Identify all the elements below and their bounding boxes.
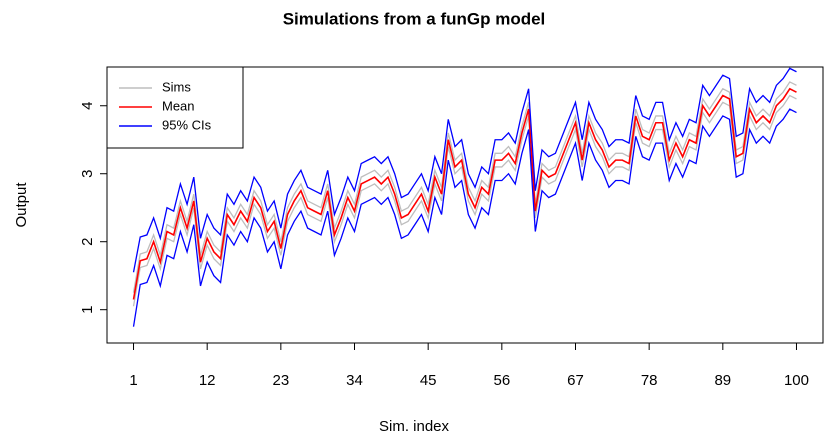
y-axis-label: Output bbox=[13, 182, 30, 228]
line-0 bbox=[132, 94, 797, 307]
x-tick-label: 67 bbox=[567, 372, 584, 389]
y-tick-label: 3 bbox=[79, 170, 96, 178]
x-tick-label: 100 bbox=[784, 372, 809, 389]
plot-box bbox=[106, 66, 824, 344]
legend-label: Sims bbox=[162, 79, 191, 94]
x-tick-label: 56 bbox=[493, 372, 510, 389]
legend-label: 95% CIs bbox=[162, 117, 212, 132]
x-tick-label: 1 bbox=[129, 372, 137, 389]
y-tick-label: 4 bbox=[79, 102, 96, 110]
line-2 bbox=[132, 108, 797, 327]
x-axis-label: Sim. index bbox=[379, 418, 450, 435]
x-tick-label: 45 bbox=[420, 372, 437, 389]
line-2 bbox=[132, 67, 797, 273]
chart-title: Simulations from a funGp model bbox=[283, 9, 546, 28]
x-tick-label: 78 bbox=[641, 372, 658, 389]
y-tick-label: 2 bbox=[79, 238, 96, 246]
line-0 bbox=[132, 81, 797, 293]
y-tick-label: 1 bbox=[79, 306, 96, 314]
x-tick-label: 23 bbox=[272, 372, 289, 389]
x-tick-label: 34 bbox=[346, 372, 363, 389]
line-1 bbox=[132, 87, 797, 300]
x-tick-label: 89 bbox=[714, 372, 731, 389]
x-tick-label: 12 bbox=[199, 372, 216, 389]
legend-label: Mean bbox=[162, 98, 195, 113]
